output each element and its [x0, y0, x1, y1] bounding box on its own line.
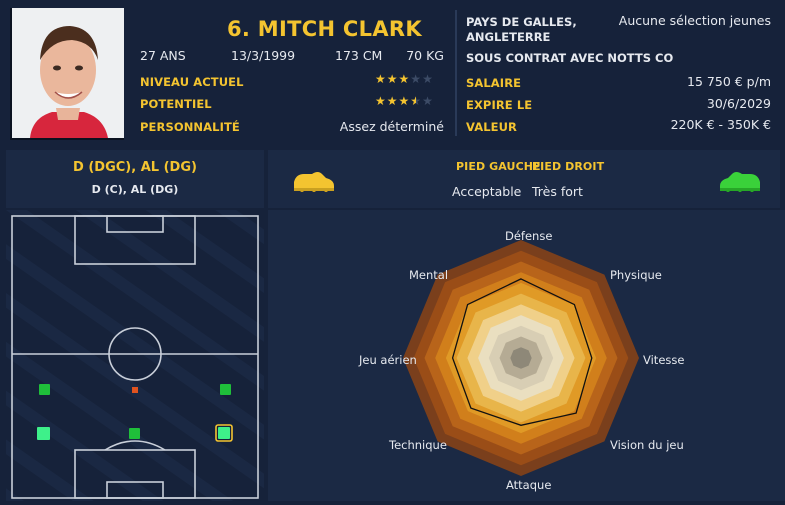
- radar-label-physique: Physique: [610, 268, 662, 282]
- radar-label-technique: Technique: [389, 438, 447, 452]
- star-icon: ★: [422, 94, 434, 108]
- current-ability-label: NIVEAU ACTUEL: [140, 75, 244, 89]
- player-dob: 13/3/1999: [231, 48, 296, 63]
- attribute-radar-panel: Défense Physique Vitesse Vision du jeu A…: [268, 210, 785, 501]
- radar-label-attaque: Attaque: [506, 478, 552, 492]
- right-boot-icon: [720, 172, 760, 192]
- youth-caps: Aucune sélection jeunes: [618, 13, 771, 28]
- player-name: 6. MITCH CLARK: [227, 17, 422, 41]
- radar-label-jeu-aerien: Jeu aérien: [359, 353, 417, 367]
- star-icon: ★: [375, 94, 387, 108]
- half-star-icon: ★: [410, 94, 423, 108]
- player-face-icon: [12, 8, 124, 138]
- radar-label-defense: Défense: [505, 229, 553, 243]
- expires-value: 30/6/2029: [706, 96, 771, 111]
- header-divider: [455, 10, 457, 136]
- position-panel: D (DGC), AL (DG) D (C), AL (DG): [6, 150, 264, 208]
- current-ability-stars: ★★★★★: [375, 72, 434, 86]
- position-dot: [129, 428, 140, 439]
- right-foot-value: Très fort: [532, 184, 583, 199]
- position-dot: [220, 384, 231, 395]
- value-value: 220K € - 350K €: [670, 117, 771, 132]
- star-icon: ★: [410, 72, 423, 86]
- potential-stars: ★★★★★: [375, 94, 434, 108]
- star-icon: ★: [386, 94, 399, 108]
- radar-label-mental: Mental: [409, 268, 449, 282]
- position-dot: [39, 384, 50, 395]
- personality-label: PERSONNALITÉ: [140, 120, 240, 134]
- header-panel: [0, 0, 785, 145]
- left-boot-icon: [294, 172, 334, 192]
- contract-status: SOUS CONTRAT AVEC NOTTS CO: [466, 51, 674, 65]
- value-label: VALEUR: [466, 120, 517, 134]
- position-dot: [132, 387, 138, 393]
- player-age: 27 ANS: [140, 48, 186, 63]
- radar-ring: [510, 347, 532, 369]
- position-dot: [37, 427, 50, 440]
- attribute-radar: [403, 240, 639, 476]
- radar-value-shape: [451, 278, 593, 426]
- nationality-line1: PAYS DE GALLES,: [466, 15, 577, 29]
- expires-label: EXPIRE LE: [466, 98, 533, 112]
- current-position-marker: [215, 424, 233, 442]
- star-icon: ★: [386, 72, 399, 86]
- pitch-lines: [11, 215, 259, 499]
- player-height: 173 CM: [335, 48, 383, 63]
- star-icon: ★: [375, 72, 387, 86]
- right-foot-label: PIED DROIT: [532, 160, 605, 173]
- left-foot-label: PIED GAUCHE: [456, 160, 541, 173]
- pitch-panel: [6, 210, 264, 501]
- personality-value: Assez déterminé: [339, 119, 444, 134]
- position-dot: [218, 427, 230, 439]
- left-foot-value: Acceptable: [452, 184, 522, 199]
- feet-panel: PIED GAUCHE Acceptable PIED DROIT Très f…: [268, 150, 780, 208]
- pitch-diagram: [6, 210, 264, 501]
- salary-label: SALAIRE: [466, 76, 522, 90]
- player-weight: 70 KG: [406, 48, 444, 63]
- secondary-position: D (C), AL (DG): [91, 183, 179, 196]
- salary-value: 15 750 € p/m: [687, 74, 771, 89]
- star-icon: ★: [422, 72, 434, 86]
- nationality-line2: ANGLETERRE: [466, 30, 551, 44]
- star-icon: ★: [398, 72, 411, 86]
- player-photo: [10, 8, 124, 140]
- radar-label-vitesse: Vitesse: [643, 353, 685, 367]
- radar-label-vision: Vision du jeu: [610, 438, 684, 452]
- potential-label: POTENTIEL: [140, 97, 212, 111]
- star-icon: ★: [398, 94, 411, 108]
- primary-position: D (DGC), AL (DG): [73, 160, 197, 175]
